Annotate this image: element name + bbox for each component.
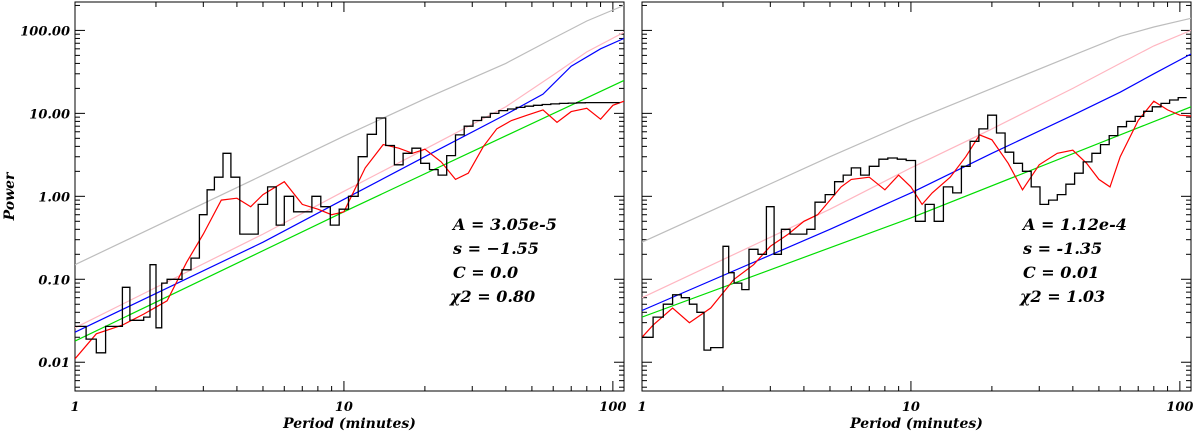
pink-fit-line	[642, 29, 1191, 299]
y-tick-label: 100.00	[20, 24, 70, 39]
gray-fit-line	[75, 4, 624, 266]
blue-fit-line	[75, 37, 624, 333]
x-tick-label: 10	[335, 400, 353, 415]
fit-parameter-annotation: A = 1.12e-4	[1021, 215, 1127, 234]
green-fit-line	[75, 79, 624, 342]
y-tick-label: 1.00	[38, 190, 70, 205]
fit-parameter-annotation: χ2 = 0.80	[449, 287, 535, 306]
x-tick-label: 1	[70, 400, 79, 415]
power-spectrum-step-series	[75, 101, 620, 354]
x-axis-label: Period (minutes)	[282, 416, 416, 432]
y-axis-label: Power	[2, 171, 18, 221]
gray-fit-line	[642, 17, 1191, 243]
fit-parameter-annotation: χ2 = 1.03	[1019, 287, 1105, 306]
y-tick-label: 0.01	[38, 356, 70, 371]
power-spectrum-step-series	[642, 96, 1187, 351]
green-fit-line	[642, 106, 1191, 318]
right-chart-panel: 1 10 100 Period (minutes) A = 1.12e-4 s = -1.…	[637, 1, 1193, 432]
red-smoothed-line	[75, 100, 624, 360]
blue-fit-line	[642, 53, 1191, 312]
fit-parameter-annotation: s = −1.55	[452, 239, 539, 258]
y-tick-label: 0.10	[38, 273, 70, 288]
x-tick-label: 1	[637, 400, 646, 415]
fit-parameter-annotation: C = 0.01	[1023, 263, 1099, 282]
fit-parameter-annotation: A = 3.05e-5	[451, 215, 557, 234]
pink-fit-line	[75, 31, 624, 329]
red-smoothed-line	[642, 100, 1191, 338]
fit-parameter-annotation: C = 0.0	[453, 263, 518, 282]
left-chart-panel: 1 10 100 0.01 0.10 1.00 10.00 100.00 Period (min…	[2, 1, 626, 432]
fit-parameter-annotation: s = -1.35	[1022, 239, 1102, 258]
x-tick-label: 100	[1166, 400, 1193, 415]
x-tick-label: 10	[902, 400, 920, 415]
x-axis-label: Period (minutes)	[849, 416, 983, 432]
y-tick-label: 10.00	[29, 107, 70, 122]
x-tick-label: 100	[599, 400, 626, 415]
